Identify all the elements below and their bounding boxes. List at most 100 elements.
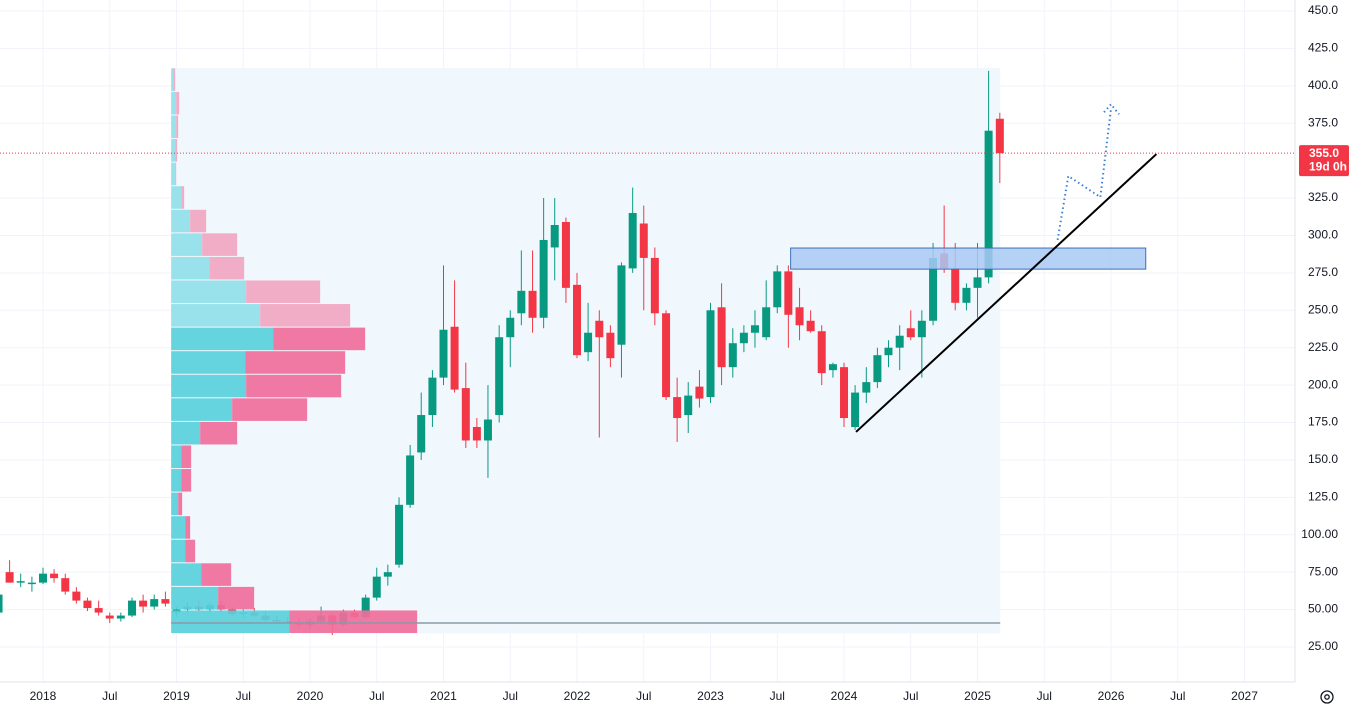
candle-body (639, 223, 648, 258)
y-tick-label: 100.00 (1301, 527, 1338, 541)
profile-up-bar (171, 351, 246, 374)
settings-icon[interactable] (1320, 690, 1334, 704)
candle-body (139, 600, 148, 607)
candle-body (472, 427, 481, 441)
candle-body (628, 213, 637, 269)
candle-body (5, 572, 14, 583)
profile-down-bar (246, 280, 321, 304)
candle-body (105, 615, 114, 619)
profile-down-bar (218, 586, 255, 610)
x-tick-label: 2018 (30, 689, 57, 703)
profile-down-bar (200, 421, 238, 445)
candle-body (372, 576, 381, 598)
price-countdown: 19d 0h (1309, 159, 1347, 173)
last-price-label: 355.0 (1309, 146, 1339, 160)
candle-body (762, 307, 771, 338)
profile-up-bar (171, 162, 176, 186)
trend-line (855, 153, 1158, 433)
candle-body (684, 395, 693, 416)
candle-body (917, 320, 926, 338)
candle-body (806, 320, 815, 332)
candle-body (550, 224, 559, 248)
profile-down-bar (209, 256, 245, 280)
support-zone (790, 247, 1147, 270)
candle-body (584, 332, 593, 353)
profile-down-bar (173, 68, 176, 91)
candle-body (617, 265, 626, 345)
profile-up-bar (171, 280, 247, 304)
y-tick-label: 150.0 (1308, 452, 1338, 466)
profile-down-bar (175, 162, 177, 186)
profile-down-bar (202, 233, 238, 256)
candle-body (83, 600, 92, 609)
candle-body (428, 377, 437, 416)
candle-body (50, 573, 59, 579)
candle-body (27, 582, 36, 585)
candle-body (728, 343, 737, 368)
candle-body (995, 118, 1004, 154)
candle-body (483, 419, 492, 441)
profile-down-bar (176, 91, 180, 115)
candle-body (695, 386, 704, 399)
candle-body (750, 325, 759, 333)
candle-body (517, 290, 526, 314)
candle-body (361, 597, 370, 618)
candle-body (72, 591, 81, 601)
projection-arrowhead (1103, 102, 1120, 115)
candle-body (929, 257, 938, 321)
profile-up-bar (171, 115, 177, 139)
profile-down-bar (181, 445, 192, 469)
candle-body (862, 382, 871, 393)
candle-body (706, 310, 715, 398)
candle-body (16, 581, 25, 583)
y-tick-label: 275.0 (1308, 265, 1338, 279)
x-tick-label: Jul (636, 689, 651, 703)
candle-body (595, 320, 604, 338)
profile-up-bar (171, 256, 210, 280)
profile-down-bar (181, 186, 185, 209)
profile-down-bar (190, 209, 207, 233)
profile-up-bar (171, 492, 179, 516)
candle-body (395, 504, 404, 565)
profile-up-bar (171, 91, 177, 115)
profile-down-bar (289, 610, 418, 634)
profile-down-bar (185, 539, 196, 563)
candle-body (495, 337, 504, 416)
y-tick-label: 125.0 (1308, 490, 1338, 504)
x-tick-label: 2025 (964, 689, 991, 703)
x-tick-label: 2022 (564, 689, 591, 703)
candle-body (561, 221, 570, 288)
profile-down-bar (181, 469, 192, 492)
candle-body (851, 392, 860, 428)
projection-path (1056, 108, 1113, 241)
profile-up-bar (171, 563, 202, 586)
candle-body (417, 415, 426, 453)
x-tick-label: Jul (1170, 689, 1185, 703)
candle-body (606, 332, 615, 359)
candle-body (951, 268, 960, 303)
profile-up-bar (171, 233, 203, 256)
x-tick-label: Jul (102, 689, 117, 703)
candle-body (61, 578, 70, 592)
profile-up-bar (171, 304, 261, 327)
profile-down-bar (185, 516, 191, 539)
x-tick-label: 2024 (831, 689, 858, 703)
x-tick-label: 2019 (163, 689, 190, 703)
profile-down-bar (273, 327, 366, 351)
y-tick-label: 50.00 (1308, 602, 1338, 616)
x-tick-label: 2023 (697, 689, 724, 703)
candle-body (450, 326, 459, 390)
candle-body (506, 317, 515, 338)
profile-up-bar (171, 610, 290, 634)
x-tick-label: Jul (503, 689, 518, 703)
y-tick-label: 225.0 (1308, 340, 1338, 354)
candle-body (739, 332, 748, 344)
candle-body (128, 600, 137, 616)
profile-up-bar (171, 586, 219, 610)
x-tick-label: Jul (903, 689, 918, 703)
candle-body (539, 239, 548, 318)
profile-down-bar (246, 374, 342, 398)
y-tick-label: 200.0 (1308, 377, 1338, 391)
profile-up-bar (171, 445, 182, 469)
candle-body (573, 284, 582, 356)
